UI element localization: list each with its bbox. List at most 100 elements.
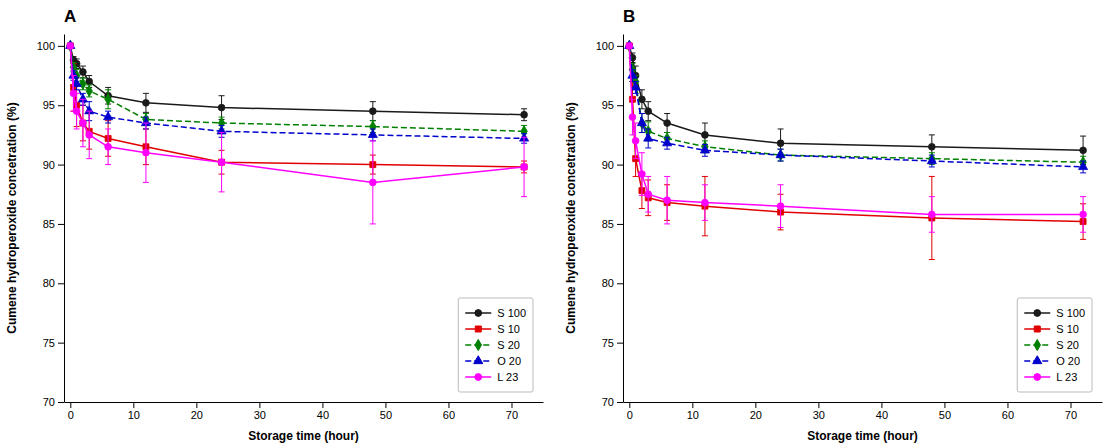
y-tick-mark bbox=[58, 283, 64, 284]
plot-area: 010203040506070707580859095100S 100S 10S… bbox=[596, 35, 1103, 421]
y-tick-mark bbox=[617, 165, 623, 166]
legend-swatch-marker bbox=[475, 326, 481, 332]
legend-swatch-marker bbox=[1034, 339, 1040, 350]
error-bar bbox=[80, 99, 86, 146]
y-tick-label: 95 bbox=[43, 99, 55, 111]
y-tick-mark bbox=[58, 343, 64, 344]
point bbox=[626, 43, 632, 49]
legend-swatch-marker bbox=[475, 310, 482, 317]
point bbox=[218, 104, 225, 111]
x-axis-line bbox=[65, 402, 544, 403]
series bbox=[67, 40, 527, 137]
error-bar bbox=[633, 123, 639, 159]
y-tick-label: 75 bbox=[602, 337, 614, 349]
x-tick: 50 bbox=[380, 402, 392, 421]
x-axis-title: Storage time (hour) bbox=[807, 429, 918, 443]
point bbox=[105, 94, 111, 105]
point bbox=[626, 42, 633, 49]
y-axis: 707580859095100 bbox=[37, 35, 65, 409]
series-line bbox=[70, 46, 524, 115]
legend-swatch-marker bbox=[475, 339, 481, 350]
panel: 010203040506070707580859095100S 100S 10S… bbox=[564, 7, 1103, 443]
point bbox=[86, 85, 92, 96]
y-tick-label: 70 bbox=[602, 396, 614, 408]
data-layer bbox=[66, 40, 529, 224]
point bbox=[629, 114, 636, 121]
point bbox=[645, 191, 652, 198]
point bbox=[631, 82, 640, 90]
error-bar bbox=[929, 197, 935, 233]
y-tick: 80 bbox=[602, 277, 623, 289]
point bbox=[70, 90, 77, 97]
y-tick-mark bbox=[617, 105, 623, 106]
error-bar bbox=[521, 109, 527, 121]
x-tick-label: 30 bbox=[254, 409, 266, 421]
x-tick: 40 bbox=[317, 402, 329, 421]
y-tick: 80 bbox=[43, 277, 64, 289]
point bbox=[80, 120, 87, 127]
x-tick-label: 50 bbox=[380, 409, 392, 421]
error-bar bbox=[639, 153, 645, 196]
x-tick-mark bbox=[448, 402, 449, 408]
x-tick: 60 bbox=[1002, 402, 1014, 421]
error-bar bbox=[143, 123, 149, 182]
legend-item: S 20 bbox=[1024, 339, 1079, 351]
x-tick-label: 30 bbox=[813, 409, 825, 421]
error-bar bbox=[86, 111, 92, 158]
point bbox=[645, 108, 652, 115]
point bbox=[628, 70, 637, 78]
error-bar bbox=[702, 176, 708, 235]
legend-swatch-marker bbox=[1034, 326, 1040, 332]
legend-box bbox=[1017, 298, 1092, 392]
error-bar bbox=[370, 102, 376, 121]
point bbox=[369, 179, 376, 186]
x-tick-mark bbox=[629, 402, 630, 408]
y-tick: 95 bbox=[43, 99, 64, 111]
y-tick-mark bbox=[617, 46, 623, 47]
point bbox=[67, 42, 74, 49]
legend-label: L 23 bbox=[1056, 371, 1077, 383]
x-tick-label: 50 bbox=[939, 409, 951, 421]
panel-title: A bbox=[64, 7, 76, 26]
legend-label: O 20 bbox=[1056, 355, 1080, 367]
x-tick-label: 10 bbox=[128, 409, 140, 421]
point bbox=[219, 159, 225, 165]
x-tick-mark bbox=[755, 402, 756, 408]
y-tick: 70 bbox=[602, 396, 623, 408]
y-tick-label: 85 bbox=[602, 218, 614, 230]
x-tick: 30 bbox=[813, 402, 825, 421]
x-axis-line bbox=[624, 402, 1103, 403]
point bbox=[928, 143, 935, 150]
series-line bbox=[629, 46, 1083, 222]
x-tick: 70 bbox=[506, 402, 518, 421]
y-tick-label: 90 bbox=[43, 159, 55, 171]
series bbox=[625, 41, 1088, 173]
series-line bbox=[629, 46, 1083, 167]
error-bar bbox=[105, 90, 111, 109]
legend-label: S 100 bbox=[497, 307, 526, 319]
legend-item: S 100 bbox=[1024, 307, 1085, 319]
legend-item: O 20 bbox=[1024, 355, 1080, 367]
y-tick-label: 80 bbox=[43, 277, 55, 289]
point bbox=[80, 78, 86, 89]
legend-item: L 23 bbox=[1024, 371, 1077, 383]
x-tick-mark bbox=[881, 402, 882, 408]
x-tick-label: 60 bbox=[1002, 409, 1014, 421]
x-tick-label: 20 bbox=[191, 409, 203, 421]
point bbox=[218, 159, 225, 166]
x-tick-mark bbox=[196, 402, 197, 408]
y-tick: 75 bbox=[602, 337, 623, 349]
y-tick: 70 bbox=[43, 396, 64, 408]
x-tick: 20 bbox=[750, 402, 762, 421]
y-axis-title: Cumene hydroperoxide concetration (%) bbox=[5, 102, 19, 333]
error-bar bbox=[702, 185, 708, 221]
y-tick-label: 85 bbox=[43, 218, 55, 230]
point bbox=[777, 140, 784, 147]
legend-item: S 100 bbox=[465, 307, 526, 319]
x-tick-mark bbox=[259, 402, 260, 408]
legend-swatch-marker bbox=[1034, 374, 1041, 381]
y-tick-mark bbox=[58, 46, 64, 47]
error-bar bbox=[1080, 197, 1086, 233]
legend-swatch-marker bbox=[474, 356, 483, 364]
point bbox=[637, 118, 646, 126]
